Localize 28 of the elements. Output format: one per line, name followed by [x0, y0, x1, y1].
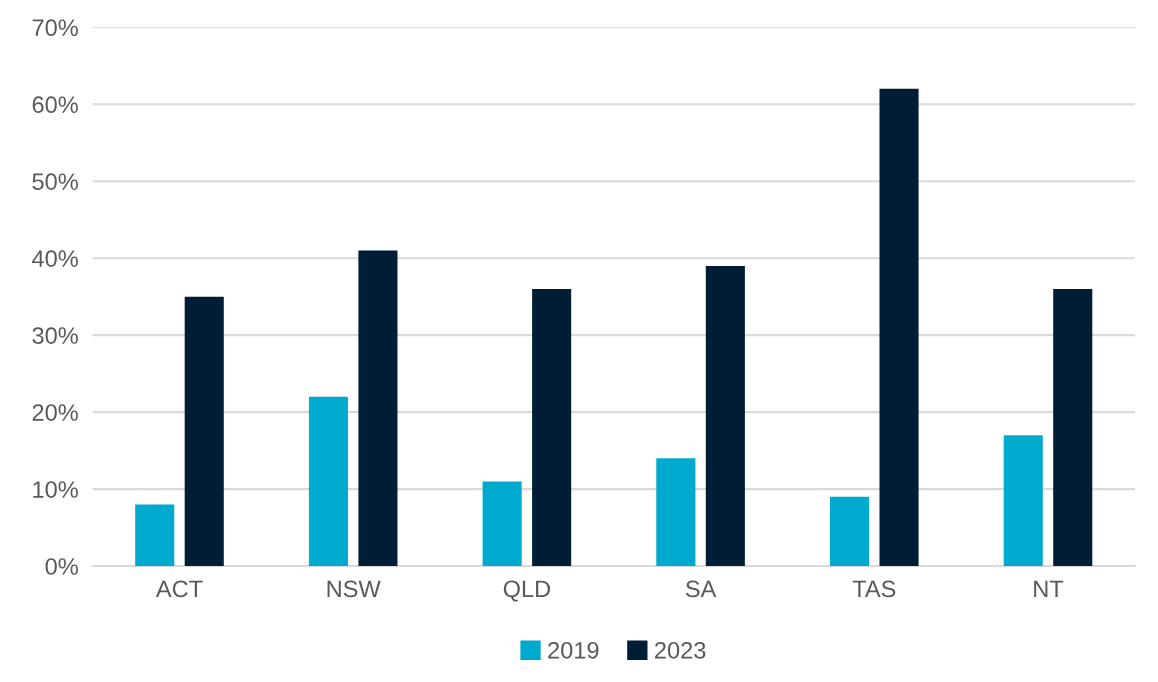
bar — [358, 250, 398, 567]
y-tick-label: 60% — [32, 96, 78, 114]
bar — [1003, 435, 1043, 567]
bar — [656, 458, 696, 567]
y-tick-label: 10% — [33, 481, 78, 498]
legend-label: 2023 — [655, 641, 706, 659]
x-tick-label: ACT — [155, 580, 203, 598]
bar — [482, 481, 522, 567]
bar — [830, 496, 870, 567]
legend-label: 2019 — [548, 641, 599, 659]
bar — [1053, 288, 1093, 567]
x-tick-label: NT — [1034, 580, 1064, 598]
bar — [532, 288, 572, 567]
y-tick-label: 0% — [45, 558, 78, 575]
bar — [705, 265, 745, 567]
x-tick-label: NSW — [327, 580, 381, 598]
y-tick-label: 50% — [32, 173, 78, 190]
bar — [135, 504, 175, 567]
x-tick-label: QLD — [503, 580, 551, 602]
y-tick-label: 20% — [32, 404, 78, 421]
bar — [184, 296, 224, 567]
x-tick-label: SA — [685, 580, 717, 598]
y-tick-label: 40% — [32, 250, 78, 267]
y-tick-label: 30% — [32, 327, 78, 344]
bar — [879, 88, 919, 567]
y-tick-label: 70% — [32, 19, 78, 37]
x-tick-label: TAS — [852, 580, 896, 598]
bar — [308, 396, 348, 567]
